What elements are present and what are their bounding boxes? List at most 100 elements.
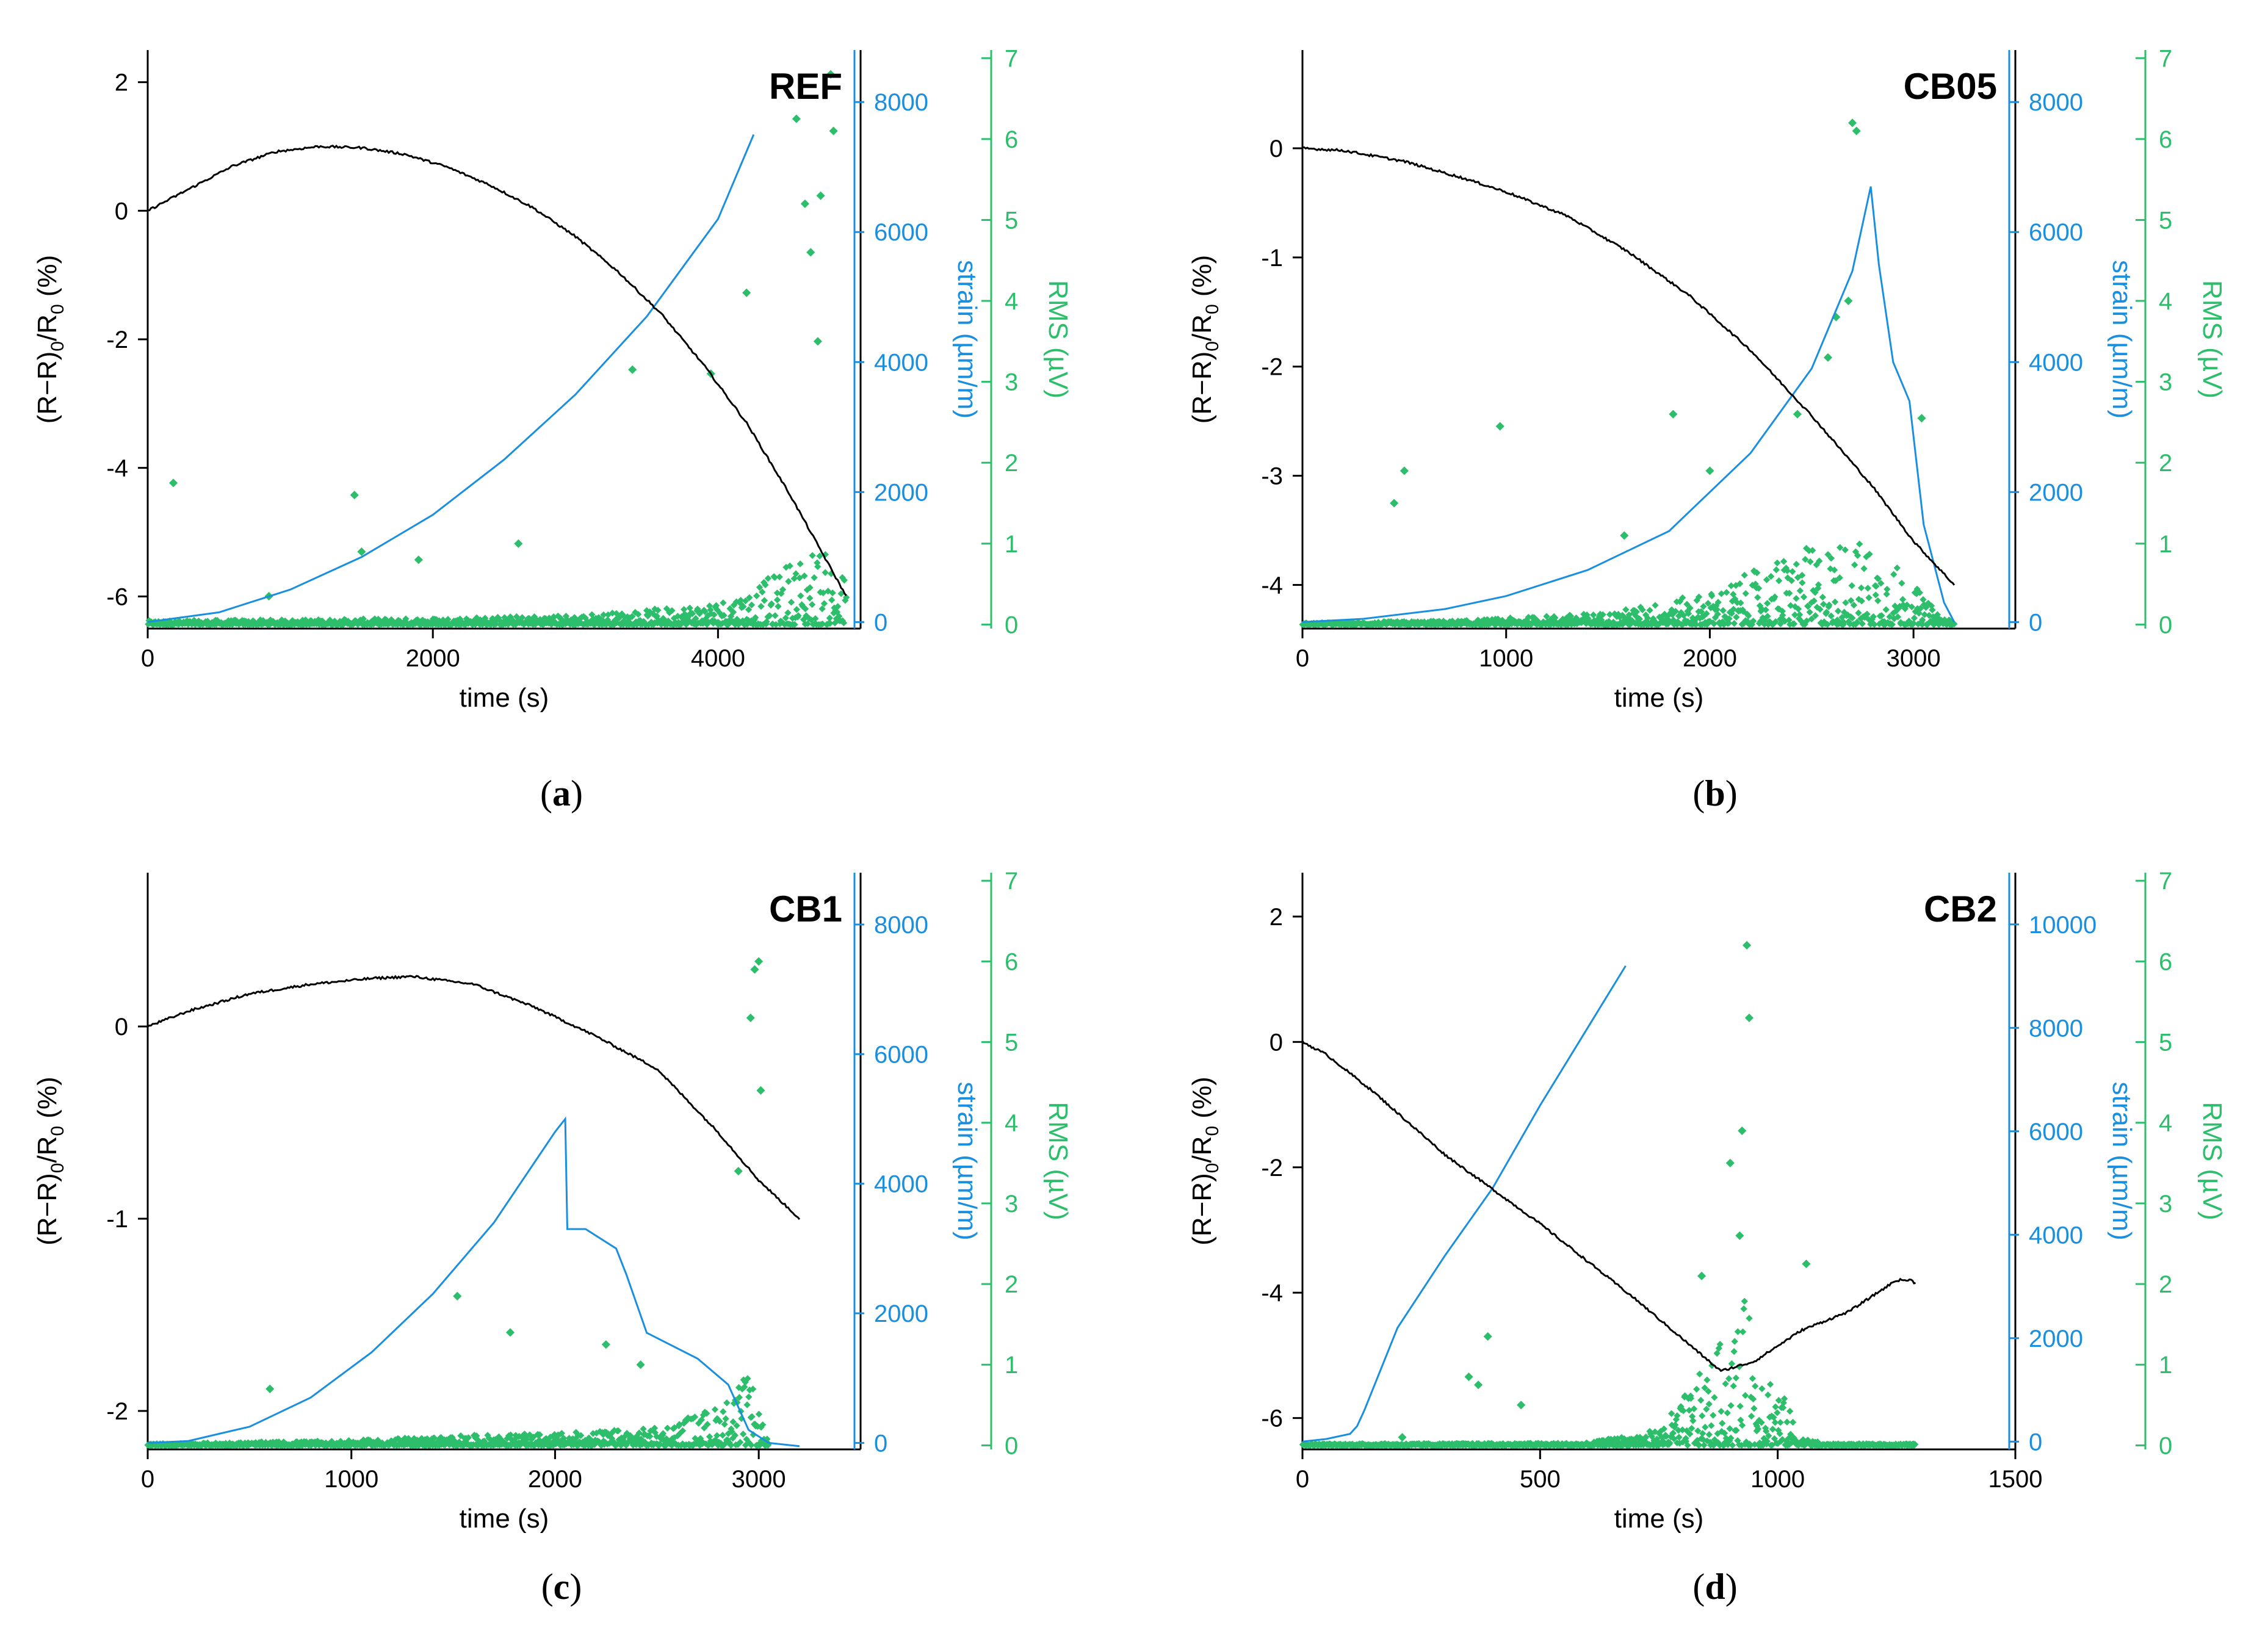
y-tick-label: -1 [1261,245,1283,272]
rms-point [1733,1427,1740,1434]
rms-tick-label: 1 [1005,1352,1018,1379]
rms-point [1738,1421,1746,1429]
y-tick-label: 2 [115,70,128,96]
rms-point [646,1433,654,1440]
x-tick-label: 0 [1296,1466,1309,1493]
rms-point [1921,611,1928,618]
rms-point [1742,590,1749,597]
rms-point [1642,1434,1650,1441]
strain-tick-label: 2000 [2029,479,2083,506]
rms-point [840,619,848,627]
rms-point [1696,1441,1703,1449]
rms-point [615,1427,622,1435]
rms-point [1652,602,1659,609]
rms-point [1672,608,1680,615]
strain-tick-label: 4000 [874,1171,928,1198]
rms-point [1789,568,1796,575]
rms-point [1708,1362,1716,1369]
rms-point [1764,599,1771,607]
y-axis-label: (R−R)0/R0 (%) [1187,1077,1223,1246]
rms-point [1857,584,1865,591]
rms-outlier-point [813,337,822,346]
rms-point [1771,593,1779,601]
rms-point [1755,585,1763,592]
rms-outlier-point [829,126,838,135]
rms-point [1827,555,1835,562]
rms-point [1727,582,1735,590]
rms-axis-label: RMS (µV) [2197,1102,2227,1220]
rms-point [1916,589,1924,596]
rms-point [1717,590,1725,597]
rms-point [1869,613,1877,621]
rms-point [1911,1440,1919,1448]
rms-point [1699,1430,1707,1437]
x-axis-label: time (s) [460,683,549,713]
rms-tick-label: 4 [2159,1110,2172,1137]
rms-outlier-point [357,547,366,557]
rms-point [1696,1370,1703,1378]
rms-point [1864,585,1872,592]
rms-point [1878,611,1885,619]
rms-point [1788,577,1796,585]
rms-point [1672,1421,1679,1429]
rms-point [1622,606,1630,613]
panel-caption: (c) [541,1567,582,1607]
rms-point [1733,613,1740,621]
rms-point [786,562,793,569]
rms-point [1874,575,1882,582]
rms-tick-label: 0 [1005,1432,1018,1459]
rms-point [1700,603,1707,610]
rms-point [1730,1347,1738,1355]
rms-outlier-point [750,965,759,974]
rms-outlier-point [1725,1158,1735,1167]
rms-point [482,615,489,622]
rms-outlier-point [1620,531,1629,540]
rms-point [729,1418,737,1426]
rms-point [1855,540,1863,548]
rms-tick-label: 5 [1005,207,1018,234]
rms-point [1774,559,1781,567]
rms-point [1728,1441,1736,1449]
rms-point [1860,565,1868,572]
rms-point [741,1383,748,1391]
rms-point [1854,618,1861,626]
rms-outlier-point [800,199,809,208]
rms-point [1644,615,1652,622]
rms-point [1680,1407,1687,1415]
strain-tick-label: 6000 [2029,1119,2083,1145]
rms-point [1884,585,1891,593]
strain-tick-label: 0 [2029,609,2042,636]
rms-point [635,610,642,618]
rms-point [680,606,688,613]
x-tick-label: 1000 [1479,645,1533,672]
rms-point [1736,1402,1744,1410]
x-tick-label: 0 [141,645,154,672]
rms-point [840,577,848,584]
rms-point [1898,580,1905,587]
strain-tick-label: 6000 [2029,219,2083,246]
strain-tick-label: 6000 [874,219,928,246]
strain-line [1302,965,1627,1443]
x-tick-label: 0 [1296,645,1309,672]
panel-label: REF [769,66,842,107]
rms-point [464,1434,472,1441]
rms-point [1772,1403,1779,1410]
rms-point [1705,1388,1712,1395]
strain-tick-label: 6000 [874,1041,928,1068]
rms-point [1764,1391,1772,1399]
strain-tick-label: 4000 [874,349,928,376]
rms-point [784,609,792,616]
rms-point [1708,592,1716,600]
strain-axis-label: strain (µm/m) [952,260,982,419]
rms-point [1811,612,1819,619]
rms-point [1754,569,1761,577]
rms-point [1840,619,1847,626]
rms-point [771,612,779,619]
rms-point [1799,579,1806,586]
rms-point [1678,1426,1686,1434]
rms-point [775,603,782,610]
rms-point [1816,557,1823,564]
rms-point [1693,1385,1700,1393]
rms-point [1685,610,1692,617]
rms-point [1719,607,1727,615]
